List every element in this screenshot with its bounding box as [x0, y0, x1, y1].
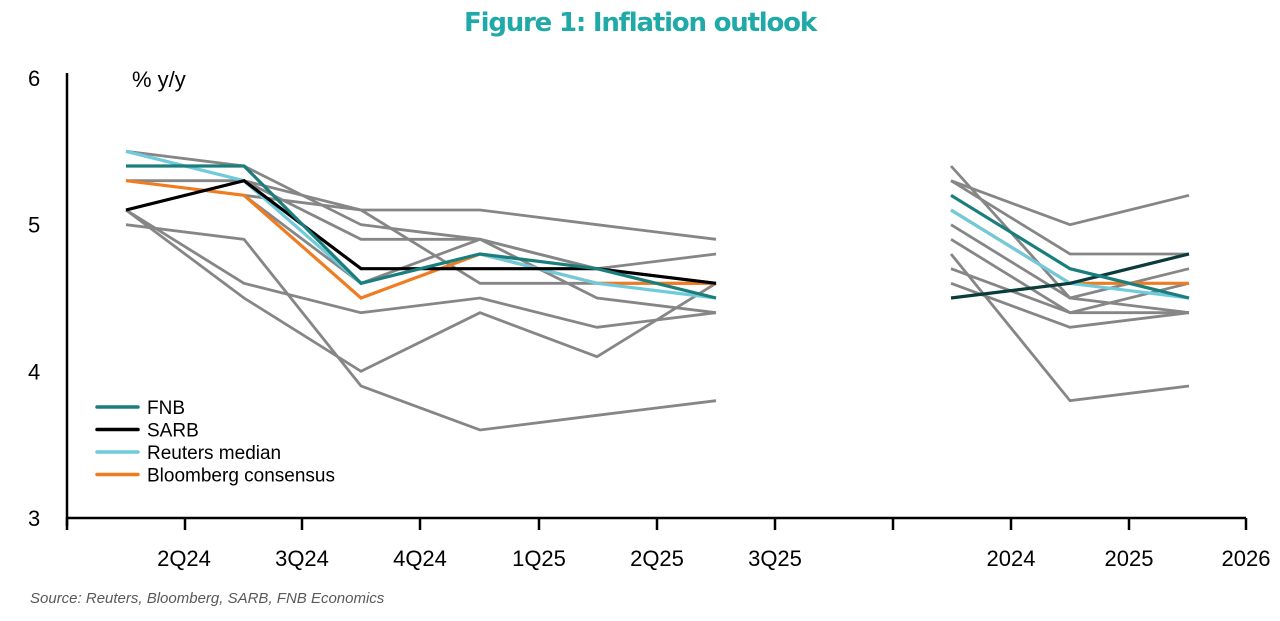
- source-note: Source: Reuters, Bloomberg, SARB, FNB Ec…: [30, 590, 385, 607]
- highlighted-lines: [125, 149, 1190, 300]
- y-tick-label: 4: [28, 359, 40, 384]
- series-line-quarterly-bloomberg-consensus: [125, 179, 716, 300]
- y-axis-unit-label: % y/y: [132, 67, 186, 92]
- series-line-annual-forecaster-a: [950, 179, 1190, 227]
- x-tick-label: 2Q24: [157, 546, 211, 571]
- x-tick-label: 2024: [987, 546, 1036, 571]
- legend-label: Reuters median: [147, 443, 281, 464]
- legend-label: FNB: [147, 398, 185, 419]
- series-line-quarterly-forecaster-d: [125, 208, 717, 329]
- legend-label: Bloomberg consensus: [147, 466, 335, 487]
- series-line-annual-forecaster-d: [950, 223, 1190, 300]
- series-line-annual-forecaster-h: [950, 281, 1190, 329]
- series-line-annual-forecaster-f: [949, 253, 1190, 403]
- x-tick-label: 1Q25: [512, 546, 566, 571]
- y-tick-label: 3: [28, 506, 40, 531]
- series-line-quarterly-forecaster-f: [125, 223, 717, 432]
- y-tick-label: 5: [28, 213, 40, 238]
- legend-label: SARB: [147, 421, 199, 442]
- series-line-quarterly-forecaster-c: [126, 179, 717, 271]
- series-line-annual-forecaster-b: [950, 179, 1189, 256]
- x-tick-label: 3Q24: [275, 546, 329, 571]
- series-line-annual-forecaster-e: [950, 238, 1189, 315]
- y-tick-label: 6: [28, 66, 40, 91]
- x-tick-label: 4Q24: [393, 546, 447, 571]
- series-line-annual-sarb: [950, 252, 1190, 300]
- chart-title: Figure 1: Inflation outlook: [464, 8, 817, 38]
- x-tick-label: 3Q25: [748, 546, 802, 571]
- series-line-annual-fnb: [950, 193, 1190, 300]
- x-tick-label: 2Q25: [630, 546, 684, 571]
- x-tick-label: 2025: [1105, 546, 1154, 571]
- series-line-quarterly-forecaster-e: [125, 208, 717, 373]
- x-tick-label: 2026: [1222, 546, 1271, 571]
- axes: 3 4 5 6 2Q24 3Q24 4Q24 1Q25 2Q25 3Q25 2024 2025 2026: [28, 66, 1270, 571]
- series-line-quarterly-fnb: [126, 164, 717, 300]
- series-line-quarterly-forecaster-h: [243, 194, 717, 315]
